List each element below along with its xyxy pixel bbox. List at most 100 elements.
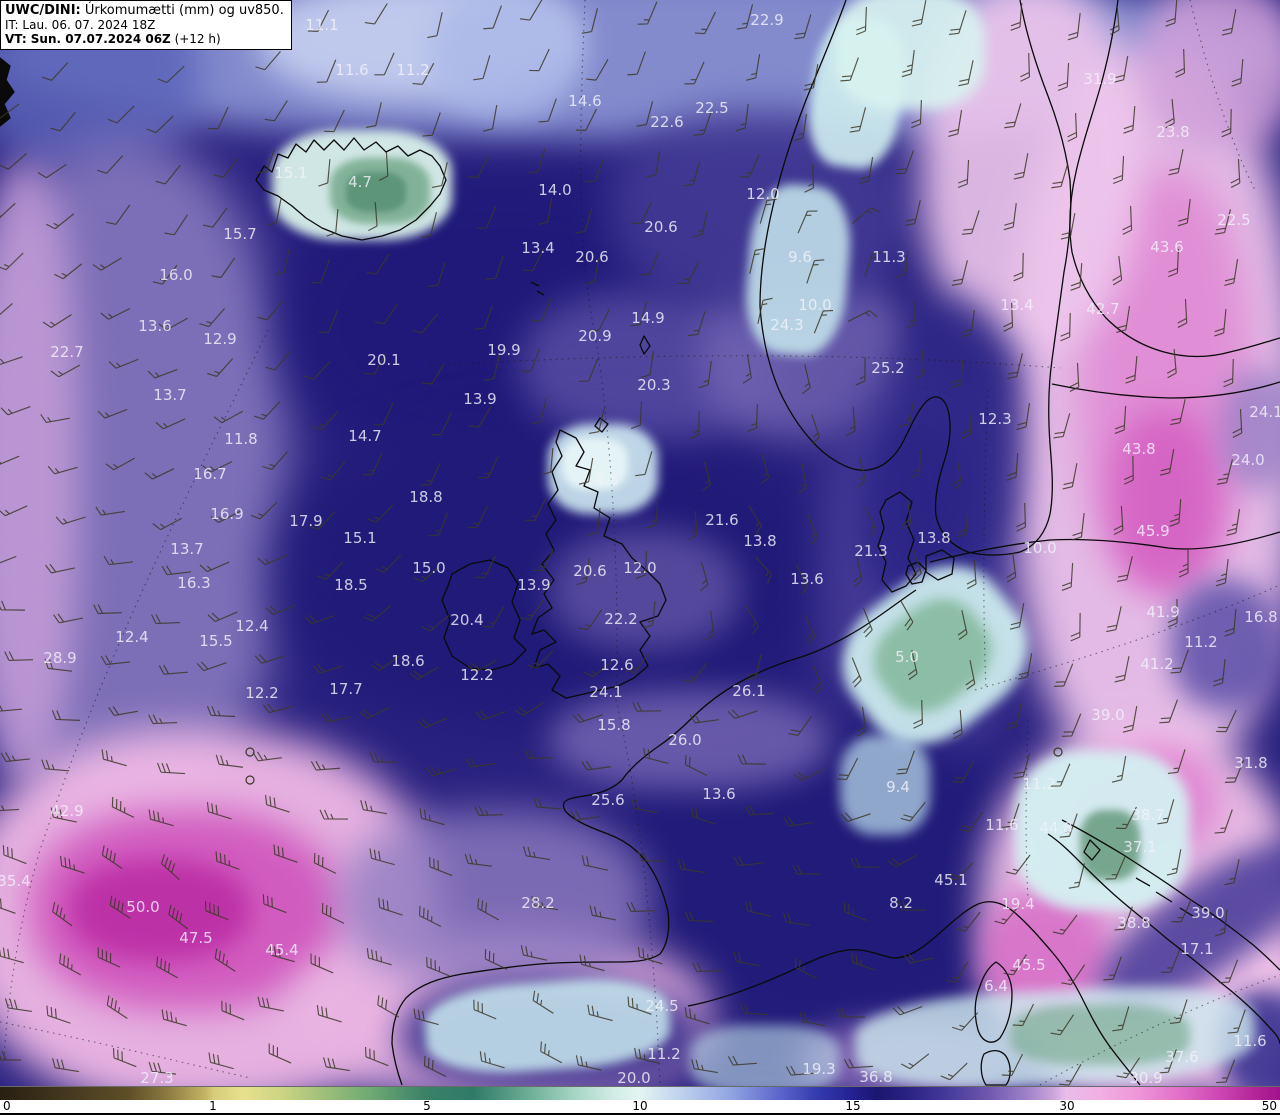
wind-barb [214, 948, 236, 972]
wind-barb [310, 953, 334, 974]
value-label: 11.6 [1233, 1032, 1267, 1050]
wind-barb [892, 1005, 923, 1016]
wind-barb [702, 461, 712, 492]
wind-barb [273, 844, 298, 863]
wind-barb [757, 297, 773, 324]
wind-barb [484, 355, 500, 382]
wind-barb [1013, 252, 1024, 282]
wind-barb [101, 749, 127, 767]
wind-barb [155, 418, 186, 430]
value-label: 11.6 [985, 816, 1019, 834]
wind-barb [109, 895, 131, 919]
wind-barb [55, 516, 86, 525]
wind-barb [783, 816, 813, 827]
wind-barb [221, 1000, 245, 1021]
value-label: 20.0 [617, 1069, 651, 1086]
wind-barb [533, 797, 562, 810]
wind-barb [473, 55, 491, 81]
wind-barb [677, 859, 705, 873]
wind-barb [523, 846, 550, 861]
wind-barb [1116, 1057, 1141, 1079]
wind-barb [684, 61, 705, 85]
value-label: 39.0 [1191, 904, 1225, 922]
value-label: 12.2 [460, 666, 494, 684]
coast-iceland [255, 137, 447, 241]
value-label: 15.5 [199, 632, 233, 650]
wind-barb [575, 208, 593, 234]
wind-barb [589, 408, 605, 435]
wind-barb [146, 115, 174, 134]
wind-barb [798, 464, 808, 494]
wind-barb [1057, 62, 1070, 92]
wind-barb [900, 801, 926, 822]
wind-barb [627, 996, 652, 1015]
wind-barb [1166, 348, 1177, 379]
wind-barb [40, 413, 70, 424]
wind-barb [951, 260, 968, 286]
wind-barb [46, 1005, 71, 1024]
wind-barb [759, 198, 777, 224]
wind-barb [683, 161, 701, 187]
wind-barb [903, 953, 934, 964]
wind-barb [431, 412, 452, 436]
wind-barb [1168, 248, 1179, 278]
wind-barb [265, 350, 291, 371]
wind-barb [1105, 856, 1126, 880]
value-label: 17.9 [289, 512, 323, 530]
graticule-dotted [0, 0, 1280, 1086]
wind-barb [851, 952, 876, 971]
wind-barb [365, 1046, 389, 1067]
wind-barb [799, 1011, 826, 1027]
value-label: 20.6 [573, 562, 607, 580]
wind-barb [1001, 1053, 1024, 1077]
wind-barb [887, 854, 918, 868]
value-label: 20.9 [578, 327, 612, 345]
wind-barb [692, 962, 722, 973]
wind-barb [428, 262, 446, 288]
wind-barb [364, 352, 387, 375]
wind-barb [152, 517, 183, 531]
value-label: 14.7 [348, 427, 382, 445]
wind-barb [1166, 849, 1182, 876]
wind-barb [531, 398, 547, 425]
wind-barb [1214, 308, 1227, 337]
wind-barb [705, 611, 715, 641]
value-label: 27.3 [140, 1069, 174, 1086]
wind-barb [366, 504, 394, 523]
wind-barb [215, 754, 243, 768]
wind-barb [677, 261, 699, 285]
wind-barb [431, 162, 448, 189]
wind-barb [321, 712, 351, 723]
wind-barb [1114, 906, 1133, 931]
value-label: 9.4 [886, 778, 910, 796]
wind-barb [148, 1061, 177, 1075]
wind-barb [733, 856, 764, 867]
wind-barb [2, 845, 27, 865]
wind-barb [526, 650, 554, 669]
coast-corsica [974, 961, 1013, 1043]
wind-barb [1226, 509, 1241, 537]
wind-barb [857, 457, 867, 488]
wind-barb [1167, 749, 1186, 774]
wind-barb [112, 1048, 137, 1068]
value-label: 13.8 [743, 532, 777, 550]
wind-barb [1109, 5, 1120, 36]
value-label: 10.0 [798, 296, 832, 314]
wind-barb [92, 257, 122, 271]
colorbar-tick-0: 0 [3, 1099, 11, 1113]
wind-barb [320, 460, 346, 481]
wind-barb [312, 411, 339, 431]
wind-barb [520, 599, 545, 621]
value-label: 20.4 [450, 611, 484, 629]
wind-barb [966, 559, 977, 590]
value-label: 13.7 [153, 386, 187, 404]
wind-barb [1231, 58, 1244, 87]
value-label: 26.1 [732, 682, 766, 700]
wind-barb [50, 364, 81, 378]
wind-barb [1060, 312, 1071, 342]
wind-barb [316, 1005, 342, 1023]
wind-barb [520, 945, 547, 961]
wind-barb [164, 214, 188, 236]
wind-barb [850, 857, 880, 868]
wind-barb [42, 314, 72, 328]
